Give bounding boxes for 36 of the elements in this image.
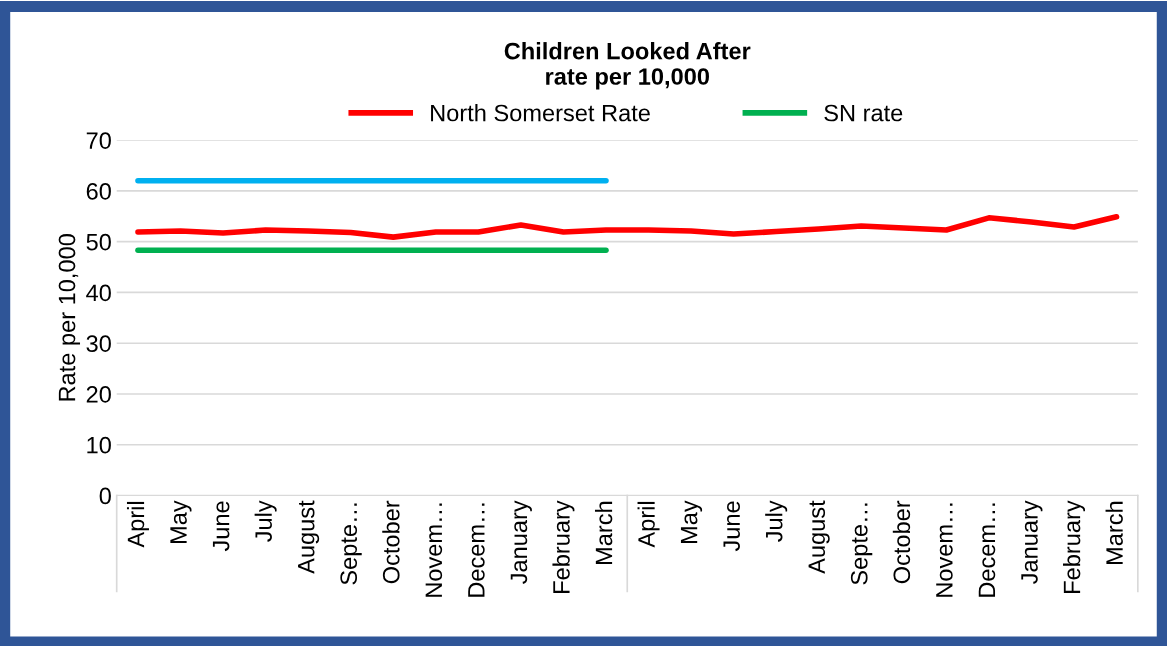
y-tick-label: 10 xyxy=(87,436,111,454)
x-tick-label: March xyxy=(1105,501,1123,564)
legend-label: SN rate xyxy=(824,104,903,122)
x-tick-label: July xyxy=(254,500,277,542)
y-tick-label: 20 xyxy=(86,386,111,403)
x-tick-label: June xyxy=(723,501,740,552)
x-tick-label: Septe… xyxy=(850,503,873,585)
legend-label: North Somerset Rate xyxy=(431,104,650,122)
y-tick-label: 0 xyxy=(99,487,111,505)
x-tick-label: February xyxy=(1063,500,1086,593)
y-axis-title: Rate per 10,000 xyxy=(58,234,81,401)
x-tick-label: April xyxy=(126,501,149,548)
x-tick-label: August xyxy=(298,500,320,574)
y-tick-label: 40 xyxy=(86,284,111,302)
x-tick-label: April xyxy=(637,501,660,548)
x-tick-label: Novem… xyxy=(936,503,953,597)
x-tick-label: October xyxy=(382,500,400,584)
x-tick-label: May xyxy=(680,500,703,544)
x-tick-label: January xyxy=(510,500,532,584)
y-tick-label: 50 xyxy=(86,233,111,251)
x-tick-label: March xyxy=(594,501,613,564)
chart-title: Children Looked After rate per 10,000 xyxy=(504,42,751,90)
y-tick-label: 30 xyxy=(86,335,111,352)
x-tick-label: January xyxy=(1021,500,1043,584)
y-tick-label: 60 xyxy=(86,183,111,200)
x-tick-label: Septe… xyxy=(340,503,362,585)
x-tick-label: August xyxy=(808,500,830,574)
x-tick-label: May xyxy=(170,500,192,544)
x-tick-label: June xyxy=(212,501,230,552)
x-tick-label: Decem… xyxy=(468,503,485,597)
x-tick-label: February xyxy=(552,500,575,593)
x-tick-label: Decem… xyxy=(978,503,996,597)
y-tick-label: 70 xyxy=(86,132,111,149)
x-tick-label: July xyxy=(765,500,788,542)
x-tick-label: Novem… xyxy=(425,503,443,597)
x-tick-label: October xyxy=(892,500,911,584)
